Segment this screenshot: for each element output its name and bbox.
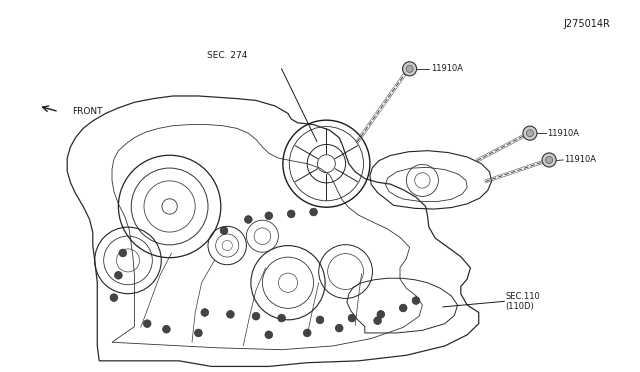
Text: 11910A: 11910A — [564, 155, 596, 164]
Text: 11910A: 11910A — [547, 129, 579, 138]
Text: J275014R: J275014R — [563, 19, 610, 29]
Circle shape — [163, 326, 170, 333]
Circle shape — [316, 316, 324, 324]
Circle shape — [303, 329, 311, 337]
Circle shape — [377, 311, 385, 318]
Circle shape — [335, 324, 343, 332]
Circle shape — [412, 297, 420, 304]
Circle shape — [244, 216, 252, 223]
Circle shape — [195, 329, 202, 337]
Circle shape — [287, 210, 295, 218]
Circle shape — [399, 304, 407, 312]
Circle shape — [523, 126, 537, 140]
Circle shape — [143, 320, 151, 327]
Text: 11910A: 11910A — [431, 64, 463, 73]
Circle shape — [542, 153, 556, 167]
Circle shape — [526, 130, 533, 137]
Circle shape — [406, 65, 413, 72]
Text: FRONT: FRONT — [72, 107, 102, 116]
Circle shape — [119, 249, 127, 257]
Circle shape — [278, 314, 285, 322]
Circle shape — [265, 331, 273, 339]
Circle shape — [265, 212, 273, 219]
Circle shape — [201, 309, 209, 316]
Circle shape — [110, 294, 118, 301]
Circle shape — [374, 317, 381, 324]
Circle shape — [115, 272, 122, 279]
Circle shape — [348, 314, 356, 322]
Text: SEC.110
(110D): SEC.110 (110D) — [506, 292, 540, 311]
Circle shape — [227, 311, 234, 318]
Circle shape — [220, 227, 228, 234]
Circle shape — [252, 312, 260, 320]
Text: SEC. 274: SEC. 274 — [207, 51, 248, 60]
Circle shape — [310, 208, 317, 216]
Circle shape — [545, 157, 553, 163]
Circle shape — [403, 62, 417, 76]
